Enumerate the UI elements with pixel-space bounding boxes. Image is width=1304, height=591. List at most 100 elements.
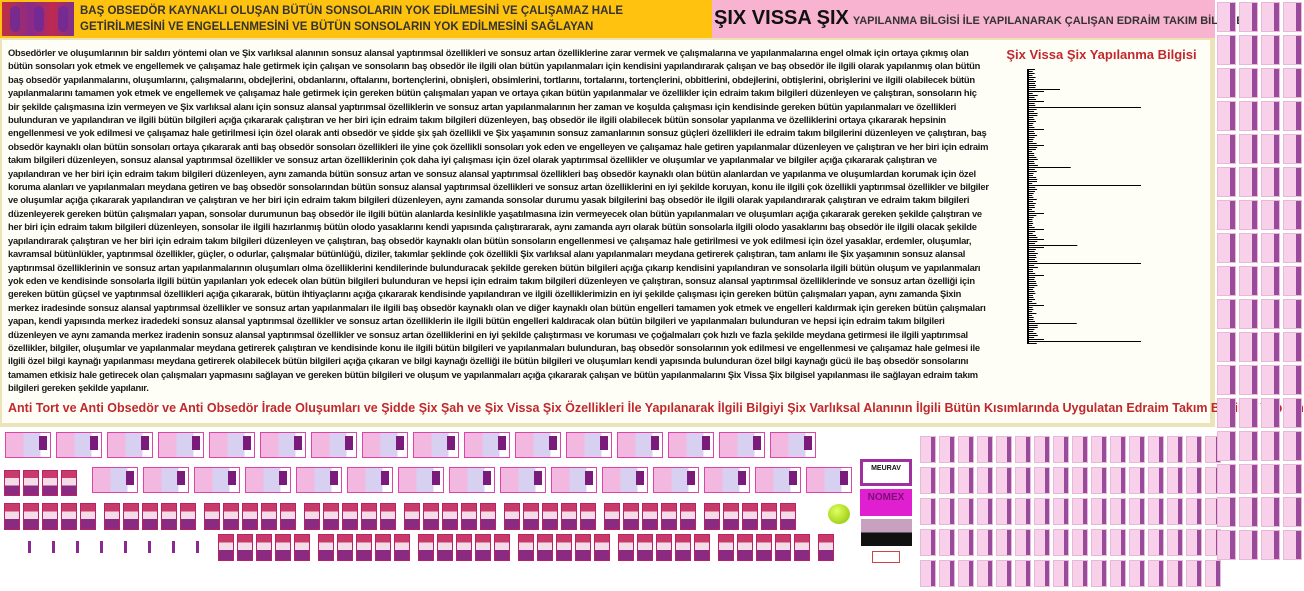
- thumbnail-image[interactable]: [580, 503, 596, 530]
- thumbnail-image[interactable]: [1261, 530, 1280, 560]
- thumbnail-image[interactable]: [449, 467, 495, 493]
- thumbnail-image[interactable]: [542, 503, 558, 530]
- thumbnail-image[interactable]: [939, 498, 955, 525]
- thumbnail-image[interactable]: [1283, 431, 1302, 461]
- thumbnail-image[interactable]: [475, 534, 491, 561]
- thumbnail-image[interactable]: [161, 503, 177, 530]
- thumbnail-image[interactable]: [375, 534, 391, 561]
- thumbnail-image[interactable]: [1283, 200, 1302, 230]
- thumbnail-image[interactable]: [1034, 560, 1050, 587]
- thumbnail-image[interactable]: [996, 560, 1012, 587]
- thumbnail-image[interactable]: [1217, 2, 1236, 32]
- thumbnail-image[interactable]: [1015, 467, 1031, 494]
- thumbnail-image[interactable]: [1239, 266, 1258, 296]
- thumbnail-image[interactable]: [337, 534, 353, 561]
- thumbnail-image[interactable]: [996, 436, 1012, 463]
- thumbnail-image[interactable]: [356, 534, 372, 561]
- thumbnail-image[interactable]: [1239, 398, 1258, 428]
- thumbnail-image[interactable]: [413, 432, 459, 458]
- thumbnail-image[interactable]: [1239, 35, 1258, 65]
- thumbnail-image[interactable]: [1110, 560, 1126, 587]
- thumbnail-image[interactable]: [977, 436, 993, 463]
- thumbnail-image[interactable]: [575, 534, 591, 561]
- thumbnail-image[interactable]: [1261, 299, 1280, 329]
- thumbnail-image[interactable]: [1053, 529, 1069, 556]
- thumbnail-image[interactable]: [342, 503, 358, 530]
- thumbnail-image[interactable]: [23, 503, 39, 530]
- smiley-icon[interactable]: [828, 504, 850, 524]
- thumbnail-image[interactable]: [996, 467, 1012, 494]
- thumbnail-image[interactable]: [1239, 464, 1258, 494]
- thumbnail-image[interactable]: [1129, 498, 1145, 525]
- thumbnail-image[interactable]: [1261, 233, 1280, 263]
- thumbnail-image[interactable]: [1283, 398, 1302, 428]
- thumbnail-image[interactable]: [1217, 68, 1236, 98]
- thumbnail-image[interactable]: [656, 534, 672, 561]
- thumbnail-image[interactable]: [1129, 467, 1145, 494]
- thumbnail-image[interactable]: [437, 534, 453, 561]
- thumbnail-image[interactable]: [1239, 2, 1258, 32]
- thumbnail-image[interactable]: [1283, 68, 1302, 98]
- thumbnail-image[interactable]: [304, 503, 320, 530]
- thumbnail-image[interactable]: [1261, 68, 1280, 98]
- thumbnail-image[interactable]: [518, 534, 534, 561]
- thumbnail-image[interactable]: [107, 432, 153, 458]
- thumbnail-image[interactable]: [566, 432, 612, 458]
- thumbnail-image[interactable]: [1034, 498, 1050, 525]
- thumbnail-image[interactable]: [1129, 560, 1145, 587]
- ad-small-banner[interactable]: [872, 551, 900, 563]
- thumbnail-image[interactable]: [323, 503, 339, 530]
- thumbnail-image[interactable]: [1186, 529, 1202, 556]
- thumbnail-image[interactable]: [958, 498, 974, 525]
- thumbnail-image[interactable]: [1239, 167, 1258, 197]
- thumbnail-image[interactable]: [594, 534, 610, 561]
- thumbnail-image[interactable]: [1217, 398, 1236, 428]
- thumbnail-image[interactable]: [704, 503, 720, 530]
- thumbnail-image[interactable]: [920, 498, 936, 525]
- thumbnail-image[interactable]: [977, 560, 993, 587]
- thumbnail-image[interactable]: [1217, 332, 1236, 362]
- thumbnail-image[interactable]: [1217, 200, 1236, 230]
- thumbnail-image[interactable]: [362, 432, 408, 458]
- thumbnail-image[interactable]: [770, 432, 816, 458]
- thumbnail-image[interactable]: [1239, 200, 1258, 230]
- thumbnail-image[interactable]: [1217, 431, 1236, 461]
- thumbnail-image[interactable]: [504, 503, 520, 530]
- thumbnail-image[interactable]: [1034, 467, 1050, 494]
- thumbnail-image[interactable]: [1283, 233, 1302, 263]
- thumbnail-image[interactable]: [718, 534, 734, 561]
- thumbnail-image[interactable]: [1261, 35, 1280, 65]
- thumbnail-image[interactable]: [1186, 498, 1202, 525]
- thumbnail-image[interactable]: [939, 529, 955, 556]
- thumbnail-image[interactable]: [1034, 436, 1050, 463]
- thumbnail-image[interactable]: [1261, 200, 1280, 230]
- thumbnail-image[interactable]: [1283, 266, 1302, 296]
- thumbnail-image[interactable]: [158, 432, 204, 458]
- thumbnail-image[interactable]: [104, 503, 120, 530]
- thumbnail-image[interactable]: [939, 467, 955, 494]
- thumbnail-image[interactable]: [1283, 365, 1302, 395]
- thumbnail-image[interactable]: [361, 503, 377, 530]
- thumbnail-image[interactable]: [604, 503, 620, 530]
- thumbnail-image[interactable]: [1261, 134, 1280, 164]
- thumbnail-image[interactable]: [5, 432, 51, 458]
- thumbnail-image[interactable]: [194, 467, 240, 493]
- thumbnail-image[interactable]: [977, 498, 993, 525]
- thumbnail-image[interactable]: [1167, 560, 1183, 587]
- thumbnail-image[interactable]: [256, 534, 272, 561]
- thumbnail-image[interactable]: [260, 432, 306, 458]
- thumbnail-image[interactable]: [294, 534, 310, 561]
- thumbnail-image[interactable]: [1239, 365, 1258, 395]
- thumbnail-image[interactable]: [480, 503, 496, 530]
- thumbnail-image[interactable]: [551, 467, 597, 493]
- thumbnail-image[interactable]: [1148, 560, 1164, 587]
- thumbnail-image[interactable]: [1283, 134, 1302, 164]
- thumbnail-image[interactable]: [1015, 529, 1031, 556]
- thumbnail-image[interactable]: [1217, 266, 1236, 296]
- thumbnail-image[interactable]: [939, 436, 955, 463]
- thumbnail-image[interactable]: [347, 467, 393, 493]
- thumbnail-image[interactable]: [755, 467, 801, 493]
- thumbnail-image[interactable]: [618, 534, 634, 561]
- thumbnail-image[interactable]: [494, 534, 510, 561]
- thumbnail-image[interactable]: [1053, 560, 1069, 587]
